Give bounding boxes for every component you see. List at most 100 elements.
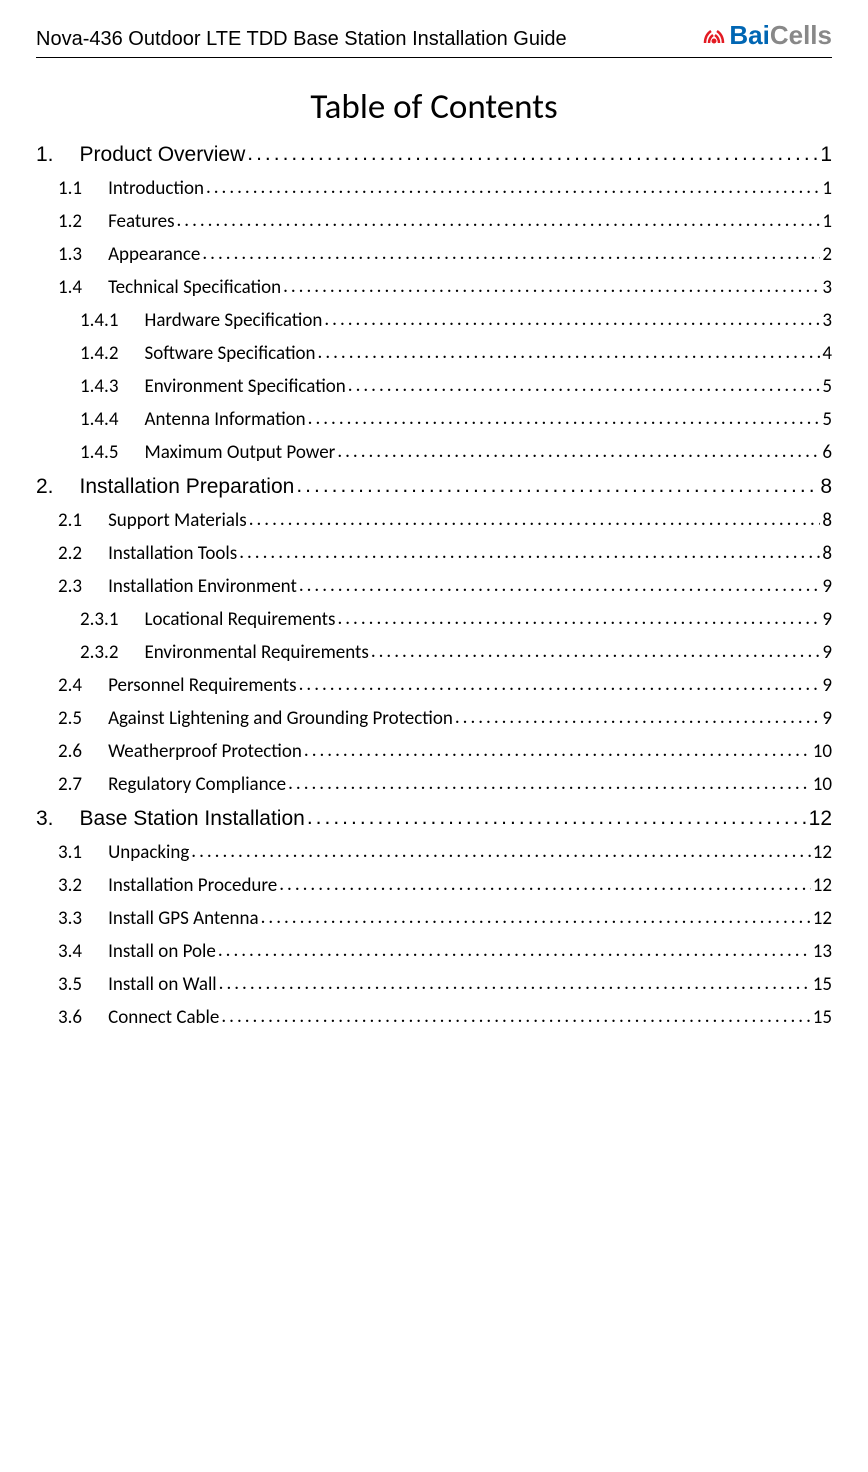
toc-leader-dots (304, 741, 811, 760)
toc-entry-number: 2.3.1 (80, 610, 118, 629)
toc-entry[interactable]: 2.3Installation Environment9 (58, 577, 832, 596)
toc-entry[interactable]: 2.4Personnel Requirements9 (58, 676, 832, 695)
toc-entry[interactable]: 1.4.2 Software Specification 4 (80, 344, 832, 363)
toc-entry[interactable]: 2.5Against Lightening and Grounding Prot… (58, 709, 832, 728)
toc-entry[interactable]: 3.5Install on Wall15 (58, 975, 832, 994)
toc-leader-dots (337, 609, 820, 628)
toc-entry-number: 1.1 (58, 179, 82, 198)
toc-entry-label: Weatherproof Protection (108, 742, 302, 761)
toc-entry[interactable]: 3.4Install on Pole13 (58, 942, 832, 961)
toc-entry-page: 4 (822, 344, 832, 363)
toc-entry-page: 8 (820, 476, 832, 497)
toc-entry[interactable]: 1.3Appearance2 (58, 245, 832, 264)
toc-entry-number: 2.2 (58, 544, 82, 563)
toc-leader-dots (296, 475, 818, 496)
toc-entry-page: 9 (822, 709, 832, 728)
toc-entry-number: 2. (36, 476, 54, 497)
toc-leader-dots (308, 409, 821, 428)
toc-entry[interactable]: 2.3.1Locational Requirements9 (80, 610, 832, 629)
toc-entry-number: 1.4.2 (80, 344, 118, 363)
toc-entry-number: 3.4 (58, 942, 82, 961)
toc-entry-label: Appearance (108, 245, 200, 264)
toc-entry-number: 2.4 (58, 676, 82, 695)
toc-entry[interactable]: 3.2Installation Procedure12 (58, 876, 832, 895)
table-of-contents: 1.Product Overview11.1Introduction11.2Fe… (36, 144, 832, 1027)
toc-leader-dots (348, 376, 821, 395)
toc-entry-label: Introduction (108, 179, 204, 198)
toc-leader-dots (206, 178, 820, 197)
page-header: Nova-436 Outdoor LTE TDD Base Station In… (36, 20, 832, 58)
logo-text: BaiCells (729, 20, 832, 51)
toc-leader-dots (279, 875, 810, 894)
toc-entry-number: 1.4.3 (80, 377, 118, 396)
toc-entry[interactable]: 2.2Installation Tools8 (58, 544, 832, 563)
toc-entry-number: 1.4.1 (80, 311, 118, 330)
toc-entry-number: 3.5 (58, 975, 82, 994)
toc-entry-label: Base Station Installation (80, 808, 305, 829)
toc-entry-page: 12 (813, 909, 832, 928)
toc-entry-label: Antenna Information (144, 410, 305, 429)
toc-leader-dots (249, 510, 821, 529)
toc-entry[interactable]: 1.2Features1 (58, 212, 832, 231)
toc-leader-dots (371, 642, 821, 661)
toc-entry-page: 9 (822, 577, 832, 596)
toc-entry[interactable]: 1.4.1Hardware Specification3 (80, 311, 832, 330)
toc-entry-label: Against Lightening and Grounding Protect… (108, 709, 453, 728)
toc-entry[interactable]: 2.1Support Materials8 (58, 511, 832, 530)
toc-entry[interactable]: 2.6 Weatherproof Protection 10 (58, 742, 832, 761)
toc-entry[interactable]: 2.Installation Preparation8 (36, 476, 832, 497)
logo-text-part1: Bai (729, 20, 769, 50)
toc-entry-page: 10 (813, 742, 832, 761)
toc-entry[interactable]: 3.Base Station Installation12 (36, 808, 832, 829)
toc-entry-page: 15 (813, 1008, 832, 1027)
toc-leader-dots (318, 343, 821, 362)
toc-entry-label: Support Materials (108, 511, 247, 530)
toc-leader-dots (324, 310, 820, 329)
toc-entry[interactable]: 2.3.2Environmental Requirements9 (80, 643, 832, 662)
toc-entry-label: Features (108, 212, 174, 231)
toc-entry-number: 2.3.2 (80, 643, 118, 662)
document-title: Nova-436 Outdoor LTE TDD Base Station In… (36, 28, 567, 51)
toc-entry-label: Installation Tools (108, 544, 237, 563)
toc-leader-dots (221, 1007, 810, 1026)
toc-leader-dots (288, 774, 811, 793)
toc-entry[interactable]: 1.4.3 Environment Specification 5 (80, 377, 832, 396)
toc-entry-label: Unpacking (108, 843, 189, 862)
toc-entry-page: 1 (820, 144, 832, 165)
toc-leader-dots (455, 708, 821, 727)
toc-entry[interactable]: 1.4.4Antenna Information5 (80, 410, 832, 429)
toc-entry-label: Install GPS Antenna (108, 909, 259, 928)
toc-entry-label: Install on Pole (108, 942, 216, 961)
toc-entry[interactable]: 1.4.5Maximum Output Power6 (80, 443, 832, 462)
toc-leader-dots (307, 807, 807, 828)
toc-entry-page: 3 (822, 278, 832, 297)
toc-entry-label: Hardware Specification (144, 311, 322, 330)
toc-entry-page: 5 (822, 377, 832, 396)
toc-entry-page: 1 (822, 212, 832, 231)
toc-leader-dots (177, 211, 821, 230)
toc-entry[interactable]: 3.6Connect Cable15 (58, 1008, 832, 1027)
toc-entry-label: Software Specification (144, 344, 315, 363)
toc-entry-number: 1.4.5 (80, 443, 118, 462)
toc-entry-label: Environment Specification (144, 377, 345, 396)
toc-entry[interactable]: 3.3Install GPS Antenna12 (58, 909, 832, 928)
toc-entry-label: Maximum Output Power (144, 443, 335, 462)
toc-entry-number: 1.4 (58, 278, 82, 297)
toc-entry[interactable]: 3.1Unpacking12 (58, 843, 832, 862)
toc-entry[interactable]: 2.7Regulatory Compliance10 (58, 775, 832, 794)
toc-entry[interactable]: 1.1Introduction1 (58, 179, 832, 198)
toc-entry-number: 2.6 (58, 742, 82, 761)
logo-text-part2: Cells (770, 20, 832, 50)
toc-entry-page: 10 (813, 775, 832, 794)
toc-entry-number: 3.2 (58, 876, 82, 895)
toc-entry-page: 8 (822, 511, 832, 530)
toc-entry-label: Environmental Requirements (144, 643, 368, 662)
toc-entry-number: 2.3 (58, 577, 82, 596)
toc-entry[interactable]: 1.4Technical Specification3 (58, 278, 832, 297)
toc-entry[interactable]: 1.Product Overview1 (36, 144, 832, 165)
toc-entry-label: Product Overview (80, 144, 246, 165)
toc-leader-dots (337, 442, 820, 461)
toc-leader-dots (299, 675, 821, 694)
toc-entry-page: 9 (822, 676, 832, 695)
toc-heading: Table of Contents (36, 86, 832, 128)
